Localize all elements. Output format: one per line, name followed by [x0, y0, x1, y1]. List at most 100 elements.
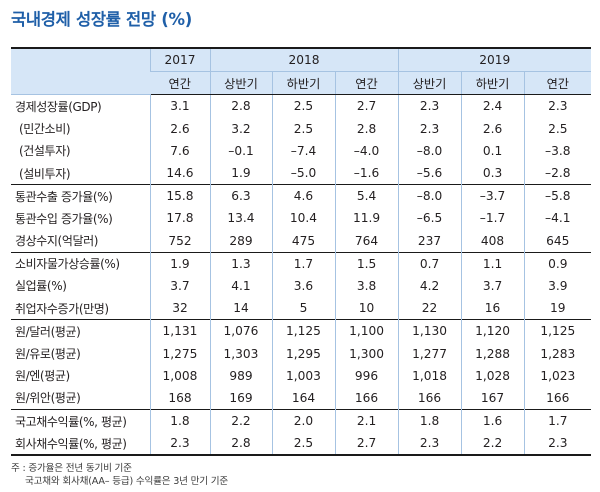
value-cell: 2.5	[271, 117, 335, 140]
value-cell: 164	[271, 386, 335, 410]
value-cell: 0.1	[460, 139, 525, 162]
row-label: 통관수입 증가율(%)	[15, 211, 113, 226]
table-row: 통관수출 증가율(%) 15.8 6.3 4.6 5.4 –8.0 –3.7 –5.8	[11, 184, 592, 208]
year-header-2019: 2019	[397, 47, 592, 73]
table-row: 원/위안(평균) 168 169 164 166 166 167 166	[11, 386, 592, 410]
value-cell: 2.3	[149, 432, 210, 457]
value-cell: 1,288	[460, 342, 525, 365]
value-cell: 2.5	[523, 117, 592, 140]
value-cell: –7.4	[271, 139, 335, 162]
value-cell: 1,023	[523, 364, 592, 387]
value-cell: 167	[460, 386, 525, 410]
value-cell: 0.7	[397, 251, 462, 275]
value-cell: 2.5	[271, 432, 335, 457]
value-cell: 3.7	[460, 274, 525, 298]
value-cell: 1,120	[460, 319, 525, 343]
value-cell: 2.6	[149, 117, 210, 140]
value-cell: 996	[334, 364, 399, 387]
value-cell: 1,277	[397, 342, 462, 365]
table-row: (건설투자) 7.6 –0.1 –7.4 –4.0 –8.0 0.1 –3.8	[11, 139, 592, 162]
value-cell: 1.1	[460, 251, 525, 275]
table-row: 경제성장률(GDP) 3.1 2.8 2.5 2.7 2.3 2.4 2.3	[11, 94, 592, 118]
row-label: 경제성장률(GDP)	[15, 99, 102, 114]
value-cell: 2.7	[334, 94, 399, 118]
value-cell: 2.3	[523, 432, 592, 457]
value-cell: 2.5	[271, 94, 335, 118]
value-cell: 166	[334, 386, 399, 410]
period-header: 연간	[150, 71, 210, 96]
value-cell: –3.8	[523, 139, 592, 162]
table-row: (설비투자) 14.6 1.9 –5.0 –1.6 –5.6 0.3 –2.8	[11, 161, 592, 185]
value-cell: 1,303	[209, 342, 272, 365]
value-cell: 1.8	[149, 409, 210, 433]
value-cell: 2.3	[523, 94, 592, 118]
value-cell: –1.6	[334, 161, 399, 185]
value-cell: 1,283	[523, 342, 592, 365]
value-cell: 408	[460, 229, 525, 253]
table-row: 원/달러(평균) 1,131 1,076 1,125 1,100 1,130 1,120 1,…	[11, 319, 592, 343]
year-header-row: 2017 2018 2019	[11, 47, 592, 96]
value-cell: 14	[209, 297, 272, 320]
value-cell: 752	[149, 229, 210, 253]
value-cell: 1,008	[149, 364, 210, 387]
value-cell: 3.7	[149, 274, 210, 298]
value-cell: 1,295	[271, 342, 335, 365]
table-row: (민간소비) 2.6 3.2 2.5 2.8 2.3 2.6 2.5	[11, 117, 592, 140]
table-row: 국고채수익률(%, 평균) 1.8 2.2 2.0 2.1 1.8 1.6 1.7	[11, 409, 592, 433]
value-cell: –4.0	[334, 139, 399, 162]
page-title: 국내경제 성장률 전망 (%)	[11, 10, 192, 29]
period-header: 상반기	[209, 71, 272, 96]
row-label: 회사채수익률(%, 평균)	[11, 432, 150, 457]
value-cell: 1.8	[397, 409, 462, 433]
row-label: 원/엔(평균)	[15, 369, 70, 384]
value-cell: 5.4	[334, 184, 399, 208]
value-cell: 1,275	[149, 342, 210, 365]
value-cell: 0.9	[523, 251, 592, 275]
value-cell: 1,130	[397, 319, 462, 343]
value-cell: 1,300	[334, 342, 399, 365]
value-cell: 2.3	[397, 432, 462, 457]
value-cell: –8.0	[397, 139, 462, 162]
table-body: 경제성장률(GDP) 3.1 2.8 2.5 2.7 2.3 2.4 2.3 (민간소비) 2.6…	[11, 94, 592, 457]
year-header-2018: 2018	[209, 47, 399, 73]
value-cell: 1.9	[209, 161, 272, 185]
value-cell: 764	[334, 229, 399, 253]
value-cell: 989	[209, 364, 272, 387]
value-cell: 5	[271, 297, 335, 320]
table-row: 원/유로(평균) 1,275 1,303 1,295 1,300 1,277 1,288 1,…	[11, 342, 592, 365]
period-header: 하반기	[460, 71, 525, 96]
table-row: 실업률(%) 3.7 4.1 3.6 3.8 4.2 3.7 3.9	[11, 274, 592, 298]
row-label: 통관수출 증가율(%)	[11, 184, 150, 208]
value-cell: 1.6	[460, 409, 525, 433]
value-cell: 475	[271, 229, 335, 253]
value-cell: –6.5	[397, 207, 462, 230]
row-label: (민간소비)	[19, 122, 71, 137]
value-cell: 1,018	[397, 364, 462, 387]
value-cell: 3.6	[271, 274, 335, 298]
value-cell: 17.8	[149, 207, 210, 230]
value-cell: 2.2	[209, 409, 272, 433]
value-cell: 1.9	[149, 251, 210, 275]
table-row: 원/엔(평균) 1,008 989 1,003 996 1,018 1,028 1,023	[11, 364, 592, 387]
value-cell: 14.6	[149, 161, 210, 185]
value-cell: 15.8	[149, 184, 210, 208]
footnote: 국고채와 회사채(AA– 등급) 수익률은 3년 만기 기준	[25, 476, 228, 487]
value-cell: 169	[209, 386, 272, 410]
value-cell: 2.3	[397, 94, 462, 118]
value-cell: 2.8	[209, 94, 272, 118]
value-cell: 1,125	[271, 319, 335, 343]
value-cell: 168	[149, 386, 210, 410]
value-cell: –5.6	[397, 161, 462, 185]
value-cell: –2.8	[523, 161, 592, 185]
value-cell: 0.3	[460, 161, 525, 185]
value-cell: 7.6	[149, 139, 210, 162]
value-cell: 1,076	[209, 319, 272, 343]
row-label: (건설투자)	[19, 144, 71, 159]
row-label: 원/위안(평균)	[15, 391, 81, 406]
period-header-row: 연간 상반기 하반기 연간 상반기 하반기 연간	[11, 71, 592, 96]
row-label: 소비자물가상승률(%)	[11, 251, 150, 275]
value-cell: 289	[209, 229, 272, 253]
row-label: (설비투자)	[19, 166, 71, 181]
value-cell: 1,100	[334, 319, 399, 343]
value-cell: 19	[523, 297, 592, 320]
